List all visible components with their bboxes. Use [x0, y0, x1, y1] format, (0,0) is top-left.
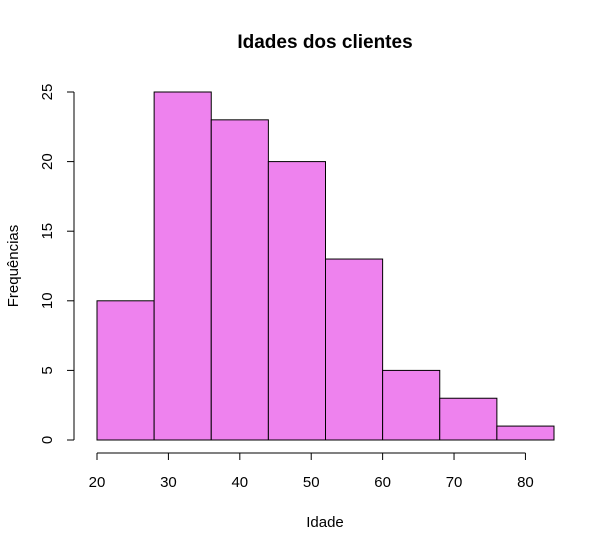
y-tick-label: 15 [39, 223, 56, 240]
chart-title: Idades dos clientes [237, 32, 412, 53]
y-axis-label: Frequências [5, 225, 22, 308]
y-tick-label: 20 [39, 153, 56, 170]
histogram-bar [496, 425, 555, 441]
x-tick-label: 30 [160, 474, 177, 491]
x-tick-label: 60 [374, 474, 391, 491]
histogram-bar [210, 119, 269, 441]
x-tick-label: 50 [303, 474, 320, 491]
histogram-bar [96, 300, 155, 441]
y-tick-label: 5 [39, 366, 56, 374]
y-tick-label: 25 [39, 84, 56, 101]
histogram-bar [153, 91, 212, 441]
x-axis: 20 30 40 50 60 70 80 [89, 452, 534, 491]
histogram-bar [382, 369, 441, 441]
y-tick-label: 0 [39, 436, 56, 444]
histogram-bar [267, 161, 326, 441]
histogram-bar [439, 397, 498, 441]
x-tick-label: 80 [517, 474, 534, 491]
y-tick-label: 10 [39, 292, 56, 309]
histogram-bar [325, 258, 384, 441]
x-tick-label: 40 [231, 474, 248, 491]
x-axis-label: Idade [306, 514, 344, 531]
x-tick-label: 20 [89, 474, 106, 491]
bars-group [96, 91, 555, 441]
x-tick-label: 70 [446, 474, 463, 491]
y-axis: 0 5 10 15 20 25 [39, 84, 75, 444]
